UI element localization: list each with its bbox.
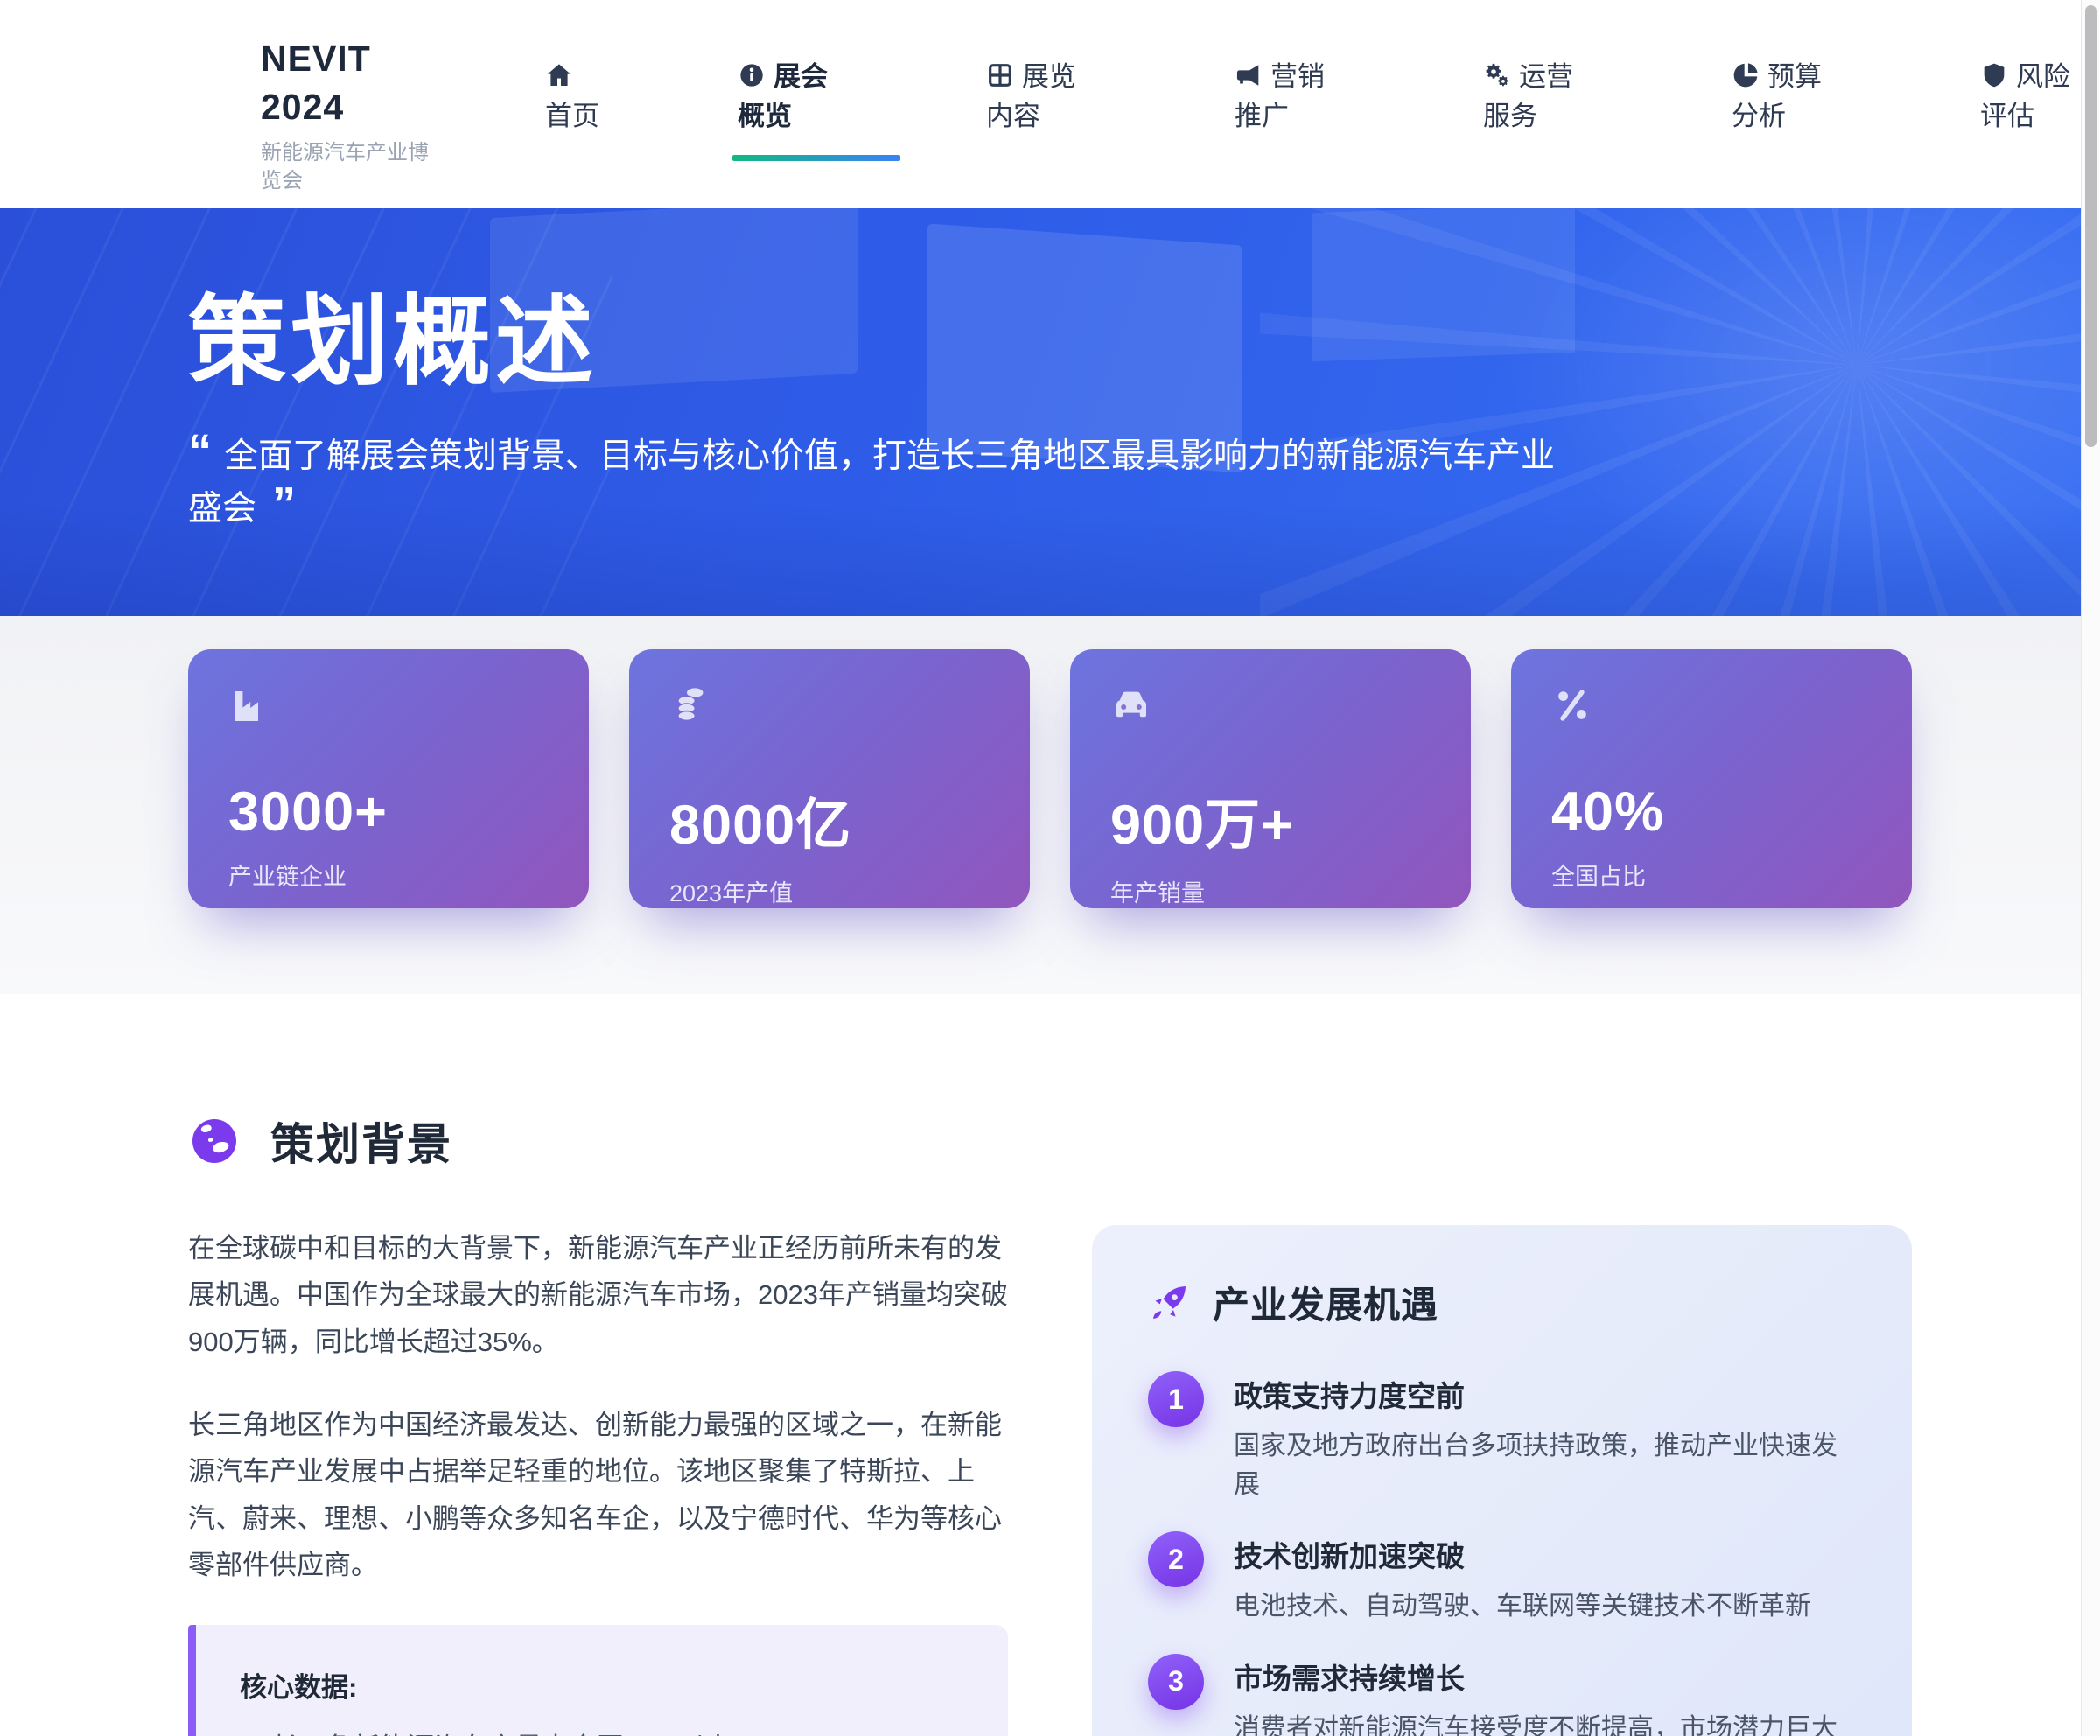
close-quote-icon: ” [272, 478, 296, 531]
top-header: NEVIT 2024 新能源汽车产业博览会 首页 展会概览 展览内容 营销推广 … [0, 0, 2100, 208]
brand-subtitle: 新能源汽车产业博览会 [261, 140, 429, 193]
stat-label: 全国占比 [1551, 864, 1646, 890]
stats-band: 3000+ 产业链企业 8000亿 2023年产值 900万+ 年产销量 40%… [0, 616, 2100, 994]
hero-quote-text: 全面了解展会策划背景、目标与核心价值，打造长三角地区最具影响力的新能源汽车产业盛… [188, 438, 1556, 528]
nav-item-label: 风险评估 [1980, 61, 2070, 131]
nav-item-home[interactable]: 首页 [545, 58, 605, 136]
factory-icon [228, 684, 270, 726]
stat-card-output-value: 8000亿 2023年产值 [629, 649, 1030, 908]
background-paragraph: 长三角地区作为中国经济最发达、创新能力最强的区域之一，在新能源汽车产业发展中占据… [188, 1409, 1002, 1580]
background-paragraph: 在全球碳中和目标的大背景下，新能源汽车产业正经历前所未有的发展机遇。中国作为全球… [188, 1233, 1008, 1357]
content-columns: 在全球碳中和目标的大背景下，新能源汽车产业正经历前所未有的发展机遇。中国作为全球… [188, 1225, 1912, 1736]
opportunity-item: 1 政策支持力度空前 国家及地方政府出台多项扶持政策，推动产业快速发展 [1148, 1371, 1856, 1503]
opportunity-desc: 消费者对新能源汽车接受度不断提高，市场潜力巨大 [1234, 1713, 1838, 1736]
nav-item-risk[interactable]: 风险评估 [1980, 58, 2096, 136]
nav-item-operations[interactable]: 运营服务 [1483, 58, 1599, 136]
page-title: 策划概述 [188, 287, 598, 396]
info-icon [738, 61, 766, 89]
stat-value: 900万+ [1110, 794, 1294, 856]
opportunity-item: 3 市场需求持续增长 消费者对新能源汽车接受度不断提高，市场潜力巨大 [1148, 1653, 1856, 1736]
opportunity-number-badge: 1 [1148, 1371, 1204, 1427]
opportunity-body: 市场需求持续增长 消费者对新能源汽车接受度不断提高，市场潜力巨大 [1234, 1654, 1838, 1736]
opportunities-column: 产业发展机遇 1 政策支持力度空前 国家及地方政府出台多项扶持政策，推动产业快速… [1092, 1225, 1912, 1736]
stat-label: 产业链企业 [228, 864, 346, 890]
opportunity-number-badge: 3 [1148, 1653, 1204, 1710]
pie-chart-icon [1732, 61, 1760, 89]
opportunity-body: 政策支持力度空前 国家及地方政府出台多项扶持政策，推动产业快速发展 [1234, 1371, 1856, 1503]
opportunity-item: 2 技术创新加速突破 电池技术、自动驾驶、车联网等关键技术不断革新 [1148, 1531, 1856, 1626]
stat-value: 40% [1551, 781, 1665, 843]
coins-icon [669, 684, 711, 726]
vertical-scrollbar[interactable] [2081, 0, 2100, 1736]
planning-background-section: 策划背景 在全球碳中和目标的大背景下，新能源汽车产业正经历前所未有的发展机遇。中… [0, 994, 2100, 1736]
hero-quote: “全面了解展会策划背景、目标与核心价值，打造长三角地区最具影响力的新能源汽车产业… [188, 428, 1571, 536]
opportunities-title: 产业发展机遇 [1213, 1284, 1439, 1326]
opportunity-title: 技术创新加速突破 [1234, 1540, 1465, 1572]
brand-logo[interactable]: NEVIT 2024 新能源汽车产业博览会 [261, 35, 440, 195]
opportunity-body: 技术创新加速突破 电池技术、自动驾驶、车联网等关键技术不断革新 [1234, 1531, 1811, 1626]
stat-card-enterprises: 3000+ 产业链企业 [188, 649, 589, 908]
gears-icon [1483, 61, 1511, 89]
opportunity-desc: 电池技术、自动驾驶、车联网等关键技术不断革新 [1234, 1592, 1811, 1620]
stat-value: 3000+ [228, 781, 388, 843]
scrollbar-thumb[interactable] [2085, 5, 2096, 447]
open-quote-icon: “ [188, 425, 212, 478]
brand-title: NEVIT 2024 [261, 38, 371, 128]
opportunity-title: 市场需求持续增长 [1234, 1662, 1465, 1695]
opportunities-card: 产业发展机遇 1 政策支持力度空前 国家及地方政府出台多项扶持政策，推动产业快速… [1092, 1225, 1912, 1736]
core-data-item: 长三角新能源汽车产量占全国40%以上 [271, 1729, 964, 1736]
core-data-title: 核心数据: [240, 1672, 358, 1704]
nav-item-exhibits[interactable]: 展览内容 [986, 58, 1102, 136]
stat-card-sales: 900万+ 年产销量 [1070, 649, 1471, 908]
section-heading-row: 策划背景 [188, 1110, 1912, 1172]
grid-icon [986, 61, 1014, 89]
section-title: 策划背景 [270, 1120, 452, 1169]
nav-item-label: 预算分析 [1732, 61, 1822, 131]
nav-item-budget[interactable]: 预算分析 [1732, 58, 1847, 136]
percent-icon [1551, 684, 1593, 726]
stat-card-national-share: 40% 全国占比 [1511, 649, 1912, 908]
megaphone-icon [1235, 61, 1263, 89]
nav-item-overview[interactable]: 展会概览 [732, 58, 900, 161]
stat-value: 8000亿 [669, 794, 852, 856]
nav-item-marketing[interactable]: 营销推广 [1235, 58, 1350, 136]
shield-icon [1980, 61, 2008, 89]
nav-item-label: 运营服务 [1483, 61, 1573, 131]
opportunity-number-badge: 2 [1148, 1531, 1204, 1587]
main-nav: 首页 展会概览 展览内容 营销推广 运营服务 预算分析 风险评估 [545, 0, 2096, 161]
hero-banner: 策划概述 “全面了解展会策划背景、目标与核心价值，打造长三角地区最具影响力的新能… [0, 208, 2100, 616]
nav-item-label: 营销推广 [1235, 61, 1325, 131]
core-data-list: 长三角新能源汽车产量占全国40%以上 区域内新能源汽车产业链企业超过3000家 [240, 1729, 964, 1736]
stats-grid: 3000+ 产业链企业 8000亿 2023年产值 900万+ 年产销量 40%… [188, 649, 1912, 908]
nav-item-label: 展会概览 [738, 61, 828, 131]
nav-item-label: 展览内容 [986, 61, 1076, 131]
background-text-column: 在全球碳中和目标的大背景下，新能源汽车产业正经历前所未有的发展机遇。中国作为全球… [188, 1225, 1008, 1736]
globe-icon [188, 1115, 241, 1167]
stat-label: 2023年产值 [669, 880, 794, 906]
home-icon [545, 61, 573, 89]
opportunity-title: 政策支持力度空前 [1234, 1380, 1465, 1412]
core-data-callout: 核心数据: 长三角新能源汽车产量占全国40%以上 区域内新能源汽车产业链企业超过… [188, 1625, 1008, 1736]
rocket-icon [1148, 1282, 1190, 1324]
stat-label: 年产销量 [1110, 880, 1205, 906]
nav-item-label: 首页 [545, 100, 599, 131]
opportunity-desc: 国家及地方政府出台多项扶持政策，推动产业快速发展 [1234, 1432, 1838, 1499]
opportunities-heading-row: 产业发展机遇 [1148, 1276, 1856, 1329]
car-icon [1110, 684, 1152, 726]
